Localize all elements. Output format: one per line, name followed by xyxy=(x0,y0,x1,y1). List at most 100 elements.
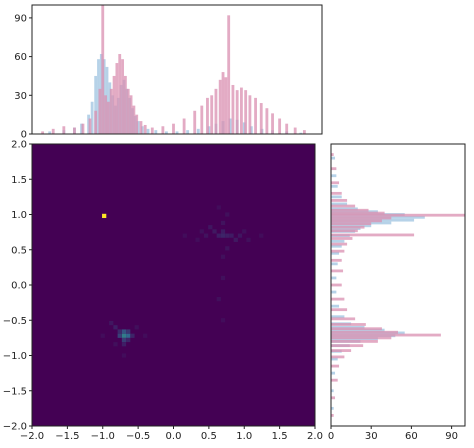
right-hist-bar xyxy=(331,269,344,273)
top-pink-bars xyxy=(41,5,306,134)
right-hist-bar xyxy=(331,355,345,359)
heatmap-cell xyxy=(113,325,118,330)
top-hist-bar xyxy=(248,95,252,134)
heatmap-cell xyxy=(259,233,264,238)
heatmap-cell xyxy=(203,233,209,238)
top-hist-bar xyxy=(121,59,124,134)
top-hist-bar xyxy=(259,103,263,134)
top-hist-bar xyxy=(118,54,122,134)
heatmap-cell xyxy=(216,296,221,302)
right-x-tick-label: 0 xyxy=(328,431,334,442)
heatmap-cell xyxy=(134,325,139,330)
heatmap-cell xyxy=(121,329,127,334)
top-hist-bar xyxy=(126,88,130,134)
top-hist-bar xyxy=(90,101,94,134)
top-hist-bar xyxy=(129,95,133,134)
right-hist-bar xyxy=(331,406,334,410)
right-hist-bar xyxy=(331,198,348,202)
right-hist-bar xyxy=(331,371,336,375)
right-hist-bar xyxy=(331,323,366,326)
heatmap-cell xyxy=(126,333,131,338)
top-marginal-frame xyxy=(31,4,323,135)
right-hist-bar xyxy=(331,364,340,368)
top-y-axis: 0 30 60 90 xyxy=(14,13,32,141)
heatmap-cells xyxy=(100,205,264,358)
top-hist-bar xyxy=(132,105,136,134)
y-tick-label: −1.5 xyxy=(3,386,27,397)
heatmap-cell xyxy=(225,233,230,238)
right-hist-bar xyxy=(331,344,364,348)
top-hist-bar xyxy=(293,127,297,134)
right-hist-bar xyxy=(331,249,345,253)
right-x-tick-label: 60 xyxy=(405,431,418,442)
top-hist-bar xyxy=(271,113,274,134)
right-hist-bar xyxy=(331,297,345,301)
right-hist-bar xyxy=(331,202,348,206)
right-pink-bars xyxy=(331,153,465,417)
top-hist-bar xyxy=(186,130,190,134)
right-hist-bar xyxy=(331,213,465,217)
right-hist-bar xyxy=(331,304,340,308)
top-hist-bar xyxy=(196,128,200,134)
top-hist-bar xyxy=(221,72,225,134)
x-tick-label: 2.0 xyxy=(307,431,323,442)
heatmap-cell xyxy=(220,229,226,234)
y-tick-label: 0.5 xyxy=(11,245,27,256)
right-x-axis: 0 30 60 90 xyxy=(328,426,458,442)
top-hist-bar xyxy=(193,110,197,134)
heatmap-cell xyxy=(195,237,200,242)
y-tick-label: −0.5 xyxy=(3,316,27,327)
right-x-tick-label: 90 xyxy=(445,431,458,442)
top-hist-bar xyxy=(254,97,257,134)
top-hist-bar xyxy=(235,90,239,134)
right-hist-bar xyxy=(331,156,336,160)
heatmap-cell xyxy=(121,333,127,338)
heatmap-cell xyxy=(121,342,127,347)
right-hist-bar xyxy=(331,181,340,185)
heatmap-cell xyxy=(216,205,221,210)
y-tick-label: 0.0 xyxy=(11,281,27,292)
top-hist-bar xyxy=(143,124,147,134)
heatmap-cell xyxy=(126,329,131,334)
top-hist-bar xyxy=(206,97,209,134)
top-hist-bar xyxy=(175,131,179,134)
right-hist-bar xyxy=(331,208,369,212)
top-hist-bar xyxy=(104,95,107,134)
right-hist-bar xyxy=(331,262,338,266)
top-y-tick-label: 90 xyxy=(14,13,27,24)
top-hist-bar xyxy=(109,88,113,134)
right-hist-bar xyxy=(331,330,398,334)
right-hist-bar xyxy=(331,378,338,382)
right-hist-bar xyxy=(331,308,348,312)
right-hist-bar xyxy=(331,317,356,321)
x-tick-label: 0.0 xyxy=(166,431,182,442)
top-hist-bar xyxy=(94,75,98,134)
x-tick-label: −1.0 xyxy=(91,431,115,442)
right-hist-bar xyxy=(331,389,334,393)
right-marginal-frame xyxy=(330,143,466,427)
top-blue-bars xyxy=(48,54,303,134)
heatmap-cell xyxy=(220,318,226,323)
top-hist-bar xyxy=(73,127,76,134)
heatmap-cell xyxy=(233,237,238,242)
right-hist-bar xyxy=(331,233,415,237)
top-hist-bar xyxy=(98,88,102,134)
heatmap-cell xyxy=(212,229,217,234)
top-hist-bar xyxy=(210,95,214,134)
y-tick-label: 1.0 xyxy=(11,210,27,221)
top-hist-bar xyxy=(135,114,139,134)
top-hist-bar xyxy=(106,101,110,134)
right-hist-bar xyxy=(331,251,340,255)
right-hist-bar xyxy=(331,276,337,280)
y-tick-label: 2.0 xyxy=(11,140,27,151)
right-hist-bar xyxy=(331,327,382,331)
right-hist-bar xyxy=(331,315,345,319)
x-tick-label: 0.5 xyxy=(201,431,217,442)
top-hist-bar xyxy=(48,131,52,134)
top-hist-bar xyxy=(224,77,228,134)
top-hist-bar xyxy=(240,87,243,134)
right-hist-bar xyxy=(331,333,441,337)
top-hist-bar xyxy=(165,131,168,134)
right-hist-bar xyxy=(331,396,336,400)
right-hist-bar xyxy=(331,153,334,156)
